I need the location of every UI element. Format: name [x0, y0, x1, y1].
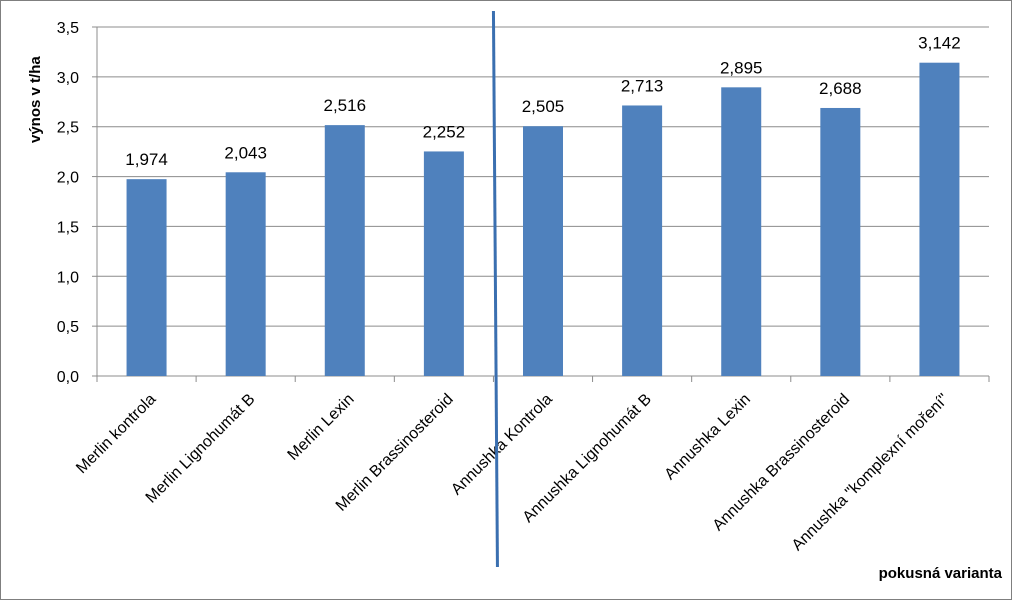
bar: [622, 105, 663, 376]
data-label: 2,043: [224, 143, 267, 162]
category-label: Annushka "komplexní moření": [789, 391, 952, 554]
data-label: 2,688: [819, 79, 862, 98]
y-tick-label: 0,0: [57, 369, 79, 386]
divider-line: [491, 10, 499, 568]
bar: [423, 151, 464, 376]
data-label: 2,252: [423, 122, 466, 141]
data-label: 2,713: [621, 76, 664, 95]
data-label: 2,505: [522, 97, 565, 116]
bar: [919, 62, 960, 376]
y-tick-label: 3,5: [57, 20, 79, 37]
category-label: Annushka Lexin: [662, 391, 755, 484]
bar: [820, 107, 861, 376]
bar: [324, 125, 365, 376]
y-tick-labels: 0,0 0,5 1,0 1,5 2,0 2,5 3,0 3,5: [57, 20, 79, 386]
x-axis-title: pokusná varianta: [879, 565, 1003, 582]
bar: [523, 126, 563, 376]
data-label: 2,895: [720, 58, 763, 77]
data-label: 3,142: [918, 34, 961, 53]
bar: [126, 179, 167, 376]
bar: [721, 87, 762, 376]
data-label: 2,516: [324, 96, 367, 115]
bars: [126, 62, 960, 376]
bar: [225, 172, 266, 376]
y-tick-label: 1,5: [57, 219, 79, 236]
data-labels: 1,974 2,043 2,516 2,252 2,505 2,713 2,895 2,688…: [125, 34, 960, 169]
data-label: 1,974: [125, 150, 168, 169]
y-tick-label: 2,5: [57, 120, 79, 137]
y-tick-label: 0,5: [57, 319, 79, 336]
variety-divider: [491, 10, 499, 568]
y-tick-label: 2,0: [57, 170, 79, 187]
category-label: Annushka Kontrola: [448, 391, 556, 499]
y-tick-label: 3,0: [57, 70, 79, 87]
y-axis-title: výnos v t/ha: [27, 56, 44, 143]
category-label: Merlin Brassinosteroid: [333, 391, 457, 515]
category-label: Merlin kontrola: [73, 391, 159, 477]
category-label: Merlin Lignohumát B: [143, 391, 259, 507]
y-tick-label: 1,0: [57, 269, 79, 286]
category-label: Merlin Lexin: [285, 391, 358, 464]
